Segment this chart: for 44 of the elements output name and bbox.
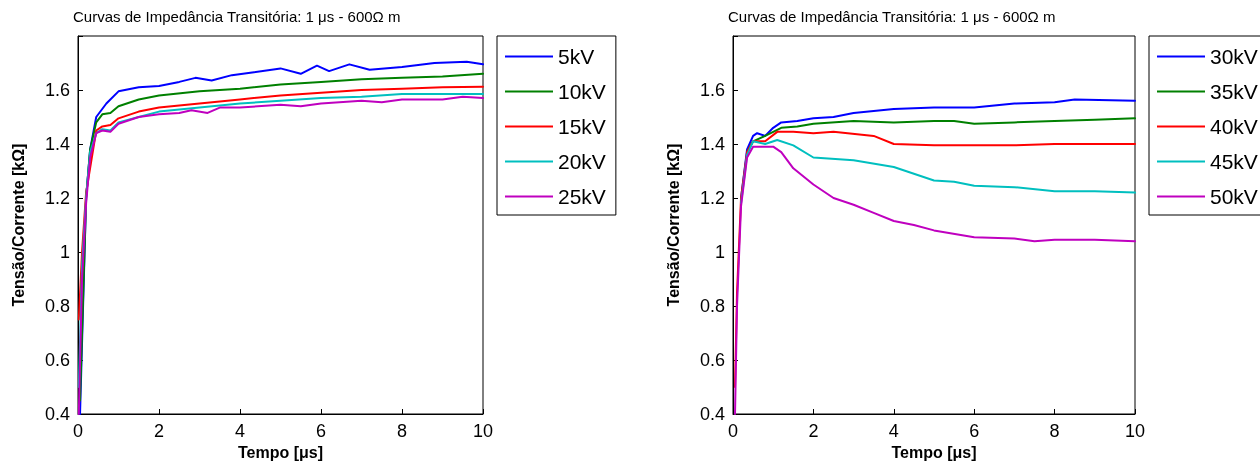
legend-label: 20kV bbox=[558, 150, 606, 173]
line-series bbox=[740, 138, 1136, 205]
y-tick-label: 1.2 bbox=[699, 188, 725, 208]
line-series bbox=[77, 85, 484, 321]
legend-label: 30kV bbox=[1210, 45, 1258, 68]
legend-label: 25kV bbox=[558, 185, 606, 208]
y-tick-label: 0.4 bbox=[699, 404, 725, 424]
x-tick-label: 8 bbox=[396, 421, 408, 441]
y-tick-label: 1 bbox=[714, 242, 725, 262]
x-axis-title: Tempo [μs] bbox=[891, 444, 977, 462]
legend-label: 35kV bbox=[1210, 80, 1258, 103]
legend-label: 5kV bbox=[558, 45, 595, 68]
legend-label: 10kV bbox=[558, 80, 606, 103]
y-tick-label: 1.4 bbox=[699, 134, 725, 154]
legend-label: 45kV bbox=[1210, 150, 1258, 173]
y-tick-label: 0.6 bbox=[699, 350, 725, 370]
y-tick-label: 0.4 bbox=[44, 404, 70, 424]
x-tick-label: 2 bbox=[808, 421, 819, 441]
legend-label: 40kV bbox=[1210, 115, 1258, 138]
x-tick-label: 6 bbox=[969, 421, 980, 441]
x-tick-label: 6 bbox=[315, 421, 327, 441]
x-tick-label: 10 bbox=[1124, 421, 1146, 441]
x-tick-label: 4 bbox=[234, 421, 246, 441]
x-tick-label: 2 bbox=[153, 421, 165, 441]
x-tick-label: 0 bbox=[727, 421, 739, 441]
chart-title: Curvas de Impedância Transitória: 1 μs - 600Ω m bbox=[73, 8, 401, 25]
legend-label: 15kV bbox=[558, 115, 606, 138]
legend-label: 50kV bbox=[1210, 185, 1258, 208]
x-tick-label: 8 bbox=[1049, 421, 1060, 441]
x-tick-label: 0 bbox=[72, 421, 84, 441]
x-tick-label: 10 bbox=[472, 421, 494, 441]
y-tick-label: 0.8 bbox=[699, 296, 725, 316]
y-tick-label: 1.6 bbox=[44, 80, 70, 100]
y-axis-title: Tensão/Corrente [kΩ] bbox=[9, 143, 27, 307]
y-tick-label: 1.4 bbox=[44, 134, 70, 154]
y-axis-title: Tensão/Corrente [kΩ] bbox=[664, 143, 682, 307]
y-tick-label: 1.6 bbox=[699, 80, 725, 100]
y-tick-label: 1.2 bbox=[44, 188, 70, 208]
y-tick-label: 0.8 bbox=[44, 296, 70, 316]
y-tick-label: 0.6 bbox=[44, 350, 70, 370]
y-tick-label: 1 bbox=[59, 242, 70, 262]
x-axis-title: Tempo [μs] bbox=[237, 444, 324, 462]
x-tick-label: 4 bbox=[888, 421, 899, 441]
chart-title: Curvas de Impedância Transitória: 1 μs - 600Ω m bbox=[728, 8, 1056, 25]
